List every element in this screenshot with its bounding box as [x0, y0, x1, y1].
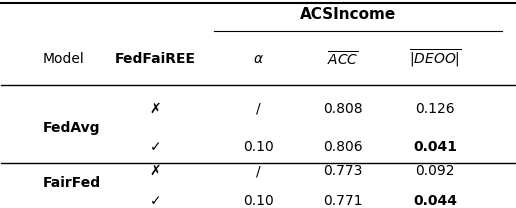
- Text: /: /: [256, 164, 260, 178]
- Text: 0.041: 0.041: [413, 140, 457, 154]
- Text: 0.806: 0.806: [323, 140, 363, 154]
- Text: 0.10: 0.10: [243, 194, 273, 208]
- Text: $\overline{ACC}$: $\overline{ACC}$: [327, 50, 359, 68]
- Text: 0.808: 0.808: [323, 102, 363, 116]
- Text: 0.044: 0.044: [413, 194, 457, 208]
- Text: 0.092: 0.092: [415, 164, 455, 178]
- Text: 0.773: 0.773: [323, 164, 362, 178]
- Text: /: /: [256, 102, 260, 116]
- Text: ✗: ✗: [150, 102, 161, 116]
- Text: FedAvg: FedAvg: [42, 121, 100, 135]
- Text: FairFed: FairFed: [42, 176, 101, 190]
- Text: ✗: ✗: [150, 164, 161, 178]
- Text: ✓: ✓: [150, 194, 161, 208]
- Text: 0.771: 0.771: [323, 194, 362, 208]
- Text: Model: Model: [42, 52, 84, 66]
- Text: ✓: ✓: [150, 140, 161, 154]
- Text: 0.10: 0.10: [243, 140, 273, 154]
- Text: 0.126: 0.126: [415, 102, 455, 116]
- Text: ACSIncome: ACSIncome: [300, 7, 396, 22]
- Text: $\alpha$: $\alpha$: [252, 52, 264, 66]
- Text: FedFaiREE: FedFaiREE: [115, 52, 196, 66]
- Text: $\overline{|DEOO|}$: $\overline{|DEOO|}$: [409, 48, 461, 70]
